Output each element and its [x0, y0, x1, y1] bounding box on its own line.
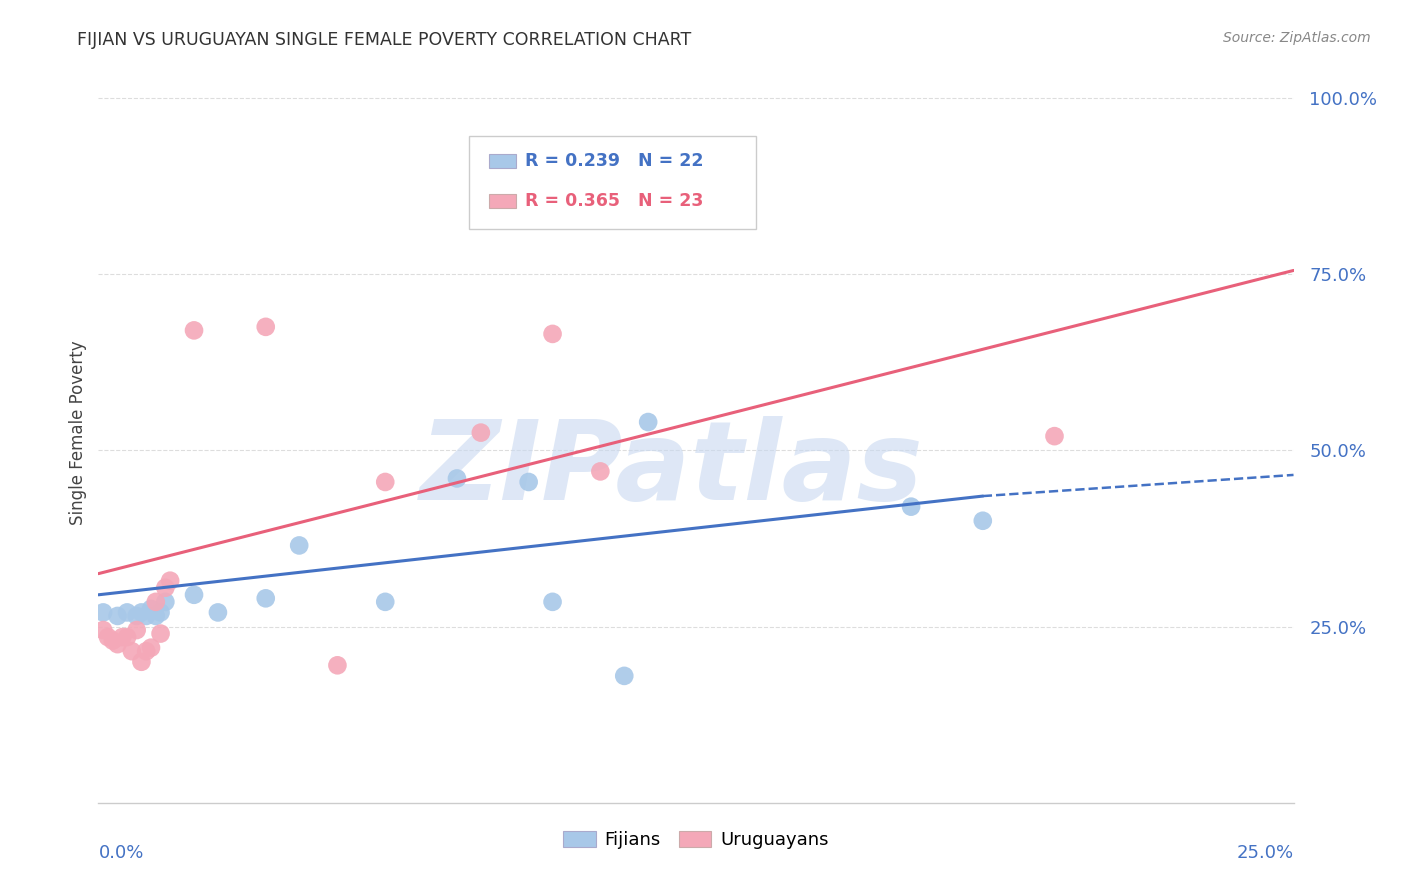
Text: FIJIAN VS URUGUAYAN SINGLE FEMALE POVERTY CORRELATION CHART: FIJIAN VS URUGUAYAN SINGLE FEMALE POVERT… — [77, 31, 692, 49]
Point — [139, 602, 162, 616]
Point — [541, 595, 564, 609]
FancyBboxPatch shape — [489, 154, 516, 168]
Point — [155, 581, 177, 595]
Point — [139, 640, 162, 655]
Point — [972, 514, 994, 528]
Point — [135, 644, 157, 658]
Point — [125, 623, 148, 637]
Point — [637, 415, 659, 429]
Point — [91, 606, 114, 620]
Point — [1043, 429, 1066, 443]
FancyBboxPatch shape — [489, 194, 516, 208]
Point — [101, 633, 124, 648]
Point — [374, 595, 396, 609]
Point — [254, 591, 277, 606]
Point — [131, 606, 153, 620]
Y-axis label: Single Female Poverty: Single Female Poverty — [69, 341, 87, 524]
Point — [613, 669, 636, 683]
FancyBboxPatch shape — [470, 136, 756, 229]
Point — [541, 326, 564, 341]
Point — [135, 609, 157, 624]
Point — [97, 630, 120, 644]
Point — [517, 475, 540, 489]
Text: R = 0.365   N = 23: R = 0.365 N = 23 — [524, 192, 703, 210]
Legend: Fijians, Uruguayans: Fijians, Uruguayans — [555, 824, 837, 856]
Point — [107, 609, 129, 624]
Point — [159, 574, 181, 588]
Point — [374, 475, 396, 489]
Point — [145, 595, 167, 609]
Point — [900, 500, 922, 514]
Point — [288, 538, 311, 552]
Text: 25.0%: 25.0% — [1236, 844, 1294, 862]
Point — [91, 623, 114, 637]
Point — [125, 609, 148, 624]
Point — [131, 655, 153, 669]
Text: 0.0%: 0.0% — [98, 844, 143, 862]
Point — [207, 606, 229, 620]
Point — [115, 630, 138, 644]
Point — [121, 644, 143, 658]
Point — [115, 606, 138, 620]
Point — [470, 425, 492, 440]
Point — [155, 595, 177, 609]
Point — [145, 609, 167, 624]
Point — [149, 606, 172, 620]
Text: Source: ZipAtlas.com: Source: ZipAtlas.com — [1223, 31, 1371, 45]
Point — [589, 464, 612, 478]
Point — [107, 637, 129, 651]
Point — [149, 626, 172, 640]
Point — [111, 630, 134, 644]
Text: ZIPatlas: ZIPatlas — [420, 417, 924, 523]
Point — [326, 658, 349, 673]
Point — [183, 323, 205, 337]
Point — [446, 471, 468, 485]
Point — [254, 319, 277, 334]
Text: R = 0.239   N = 22: R = 0.239 N = 22 — [524, 152, 703, 169]
Point — [183, 588, 205, 602]
